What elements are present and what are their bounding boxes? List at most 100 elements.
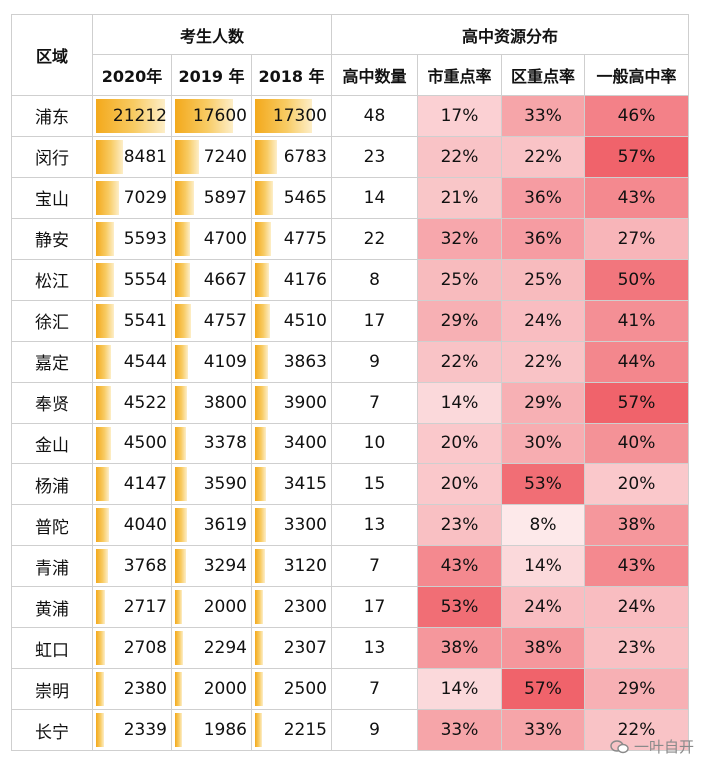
general-rate-cell: 57% [584,135,689,178]
region-cell: 虹口 [11,627,93,670]
exam-count-cell: 2000 [171,668,252,711]
data-bar [255,221,271,256]
city-key-rate-cell: 14% [417,668,502,711]
exam-count-cell: 4109 [171,340,252,383]
watermark: 一叶自开 [610,736,694,757]
data-bar [255,467,267,502]
exam-count-value: 4176 [283,269,327,290]
general-rate-cell: 20% [584,463,689,506]
exam-table: 区域 考生人数 高中资源分布 2020年 2019 年 2018 年 高中数量 … [11,14,689,751]
region-cell: 普陀 [11,504,93,547]
wechat-icon [610,739,630,754]
exam-count-cell: 2500 [251,668,332,711]
region-cell: 奉贤 [11,381,93,424]
table-row: 金山 4500 3378 3400 10 20% 30% 40% [11,422,689,465]
general-rate-cell: 38% [584,504,689,547]
exam-count-cell: 2000 [171,586,252,629]
district-key-rate-cell: 53% [501,463,585,506]
table-row: 徐汇 5541 4757 4510 17 29% 24% 41% [11,299,689,342]
exam-count-value: 4700 [203,228,247,249]
exam-count-value: 3800 [203,392,247,413]
general-rate-cell: 24% [584,586,689,629]
data-bar [96,549,109,584]
table-row: 奉贤 4522 3800 3900 7 14% 29% 57% [11,381,689,424]
city-key-rate-cell: 43% [417,545,502,588]
data-bar [255,180,273,215]
exam-count-value: 2380 [123,679,167,700]
data-bar [96,713,104,747]
data-bar [96,631,105,666]
school-count-cell: 9 [331,340,418,383]
city-key-rate-cell: 22% [417,340,502,383]
school-count-cell: 22 [331,217,418,260]
city-key-rate-cell: 38% [417,627,502,670]
city-key-rate-cell: 23% [417,504,502,547]
exam-count-value: 17300 [272,105,327,126]
exam-count-cell: 2294 [171,627,252,670]
exam-count-value: 5465 [283,187,327,208]
exam-count-cell: 3120 [251,545,332,588]
table-row: 青浦 3768 3294 3120 7 43% 14% 43% [11,545,689,588]
data-bar [255,631,263,666]
exam-count-value: 4544 [123,351,167,372]
general-rate-cell: 29% [584,668,689,711]
exam-count-value: 5897 [203,187,247,208]
exam-count-value: 5541 [123,310,167,331]
exam-count-value: 3378 [203,433,247,454]
exam-count-value: 21212 [112,105,167,126]
exam-count-cell: 2717 [92,586,172,629]
exam-count-value: 2500 [283,679,327,700]
exam-count-cell: 2380 [92,668,172,711]
data-bar [175,467,187,502]
city-key-rate-cell: 25% [417,258,502,301]
region-cell: 长宁 [11,709,93,751]
exam-count-cell: 7240 [171,135,252,178]
city-key-rate-cell: 33% [417,709,502,751]
exam-count-cell: 8481 [92,135,172,178]
data-bar [255,303,270,338]
district-key-rate-cell: 36% [501,176,585,219]
exam-count-cell: 4500 [92,422,172,465]
general-rate-cell: 43% [584,545,689,588]
exam-count-cell: 5541 [92,299,172,342]
table-row: 浦东 21212 17600 17300 48 17% 33% 46% [11,95,689,137]
district-key-rate-cell: 8% [501,504,585,547]
school-count-cell: 7 [331,545,418,588]
exam-count-value: 4775 [283,228,327,249]
exam-count-cell: 4522 [92,381,172,424]
data-bar [255,549,266,584]
header-year-2019: 2019 年 [171,54,252,96]
city-key-rate-cell: 22% [417,135,502,178]
exam-count-value: 17600 [192,105,247,126]
data-bar [255,344,268,379]
data-bar [96,590,105,625]
exam-count-cell: 3300 [251,504,332,547]
city-key-rate-cell: 17% [417,95,502,137]
region-cell: 崇明 [11,668,93,711]
exam-count-cell: 4176 [251,258,332,301]
exam-count-value: 2339 [123,720,167,741]
exam-count-value: 2294 [203,638,247,659]
exam-count-cell: 5554 [92,258,172,301]
header-region: 区域 [11,14,93,96]
school-count-cell: 17 [331,586,418,629]
exam-count-cell: 3863 [251,340,332,383]
district-key-rate-cell: 33% [501,709,585,751]
city-key-rate-cell: 21% [417,176,502,219]
table-row: 松江 5554 4667 4176 8 25% 25% 50% [11,258,689,301]
school-count-cell: 15 [331,463,418,506]
general-rate-cell: 27% [584,217,689,260]
exam-count-cell: 5897 [171,176,252,219]
exam-count-value: 5554 [123,269,167,290]
district-key-rate-cell: 57% [501,668,585,711]
exam-count-cell: 17600 [171,95,252,137]
data-bar [175,590,182,625]
data-bar [96,385,111,420]
exam-count-cell: 3800 [171,381,252,424]
city-key-rate-cell: 29% [417,299,502,342]
district-key-rate-cell: 29% [501,381,585,424]
district-key-rate-cell: 38% [501,627,585,670]
table-row: 宝山 7029 5897 5465 14 21% 36% 43% [11,176,689,219]
general-rate-cell: 57% [584,381,689,424]
exam-count-value: 3300 [283,515,327,536]
